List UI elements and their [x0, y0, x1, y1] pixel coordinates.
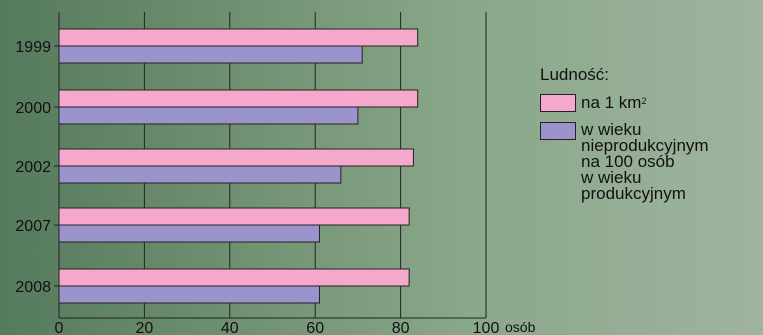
x-tick-label-100: 100 — [473, 320, 500, 335]
bar-2008-series2 — [58, 285, 320, 304]
x-tick-label-40: 40 — [221, 320, 239, 335]
bar-2007-series2 — [58, 224, 320, 243]
y-tick-label-1999: 1999 — [15, 39, 51, 56]
y-tick-label-2002: 2002 — [15, 159, 51, 176]
legend-label-dependency: w wieku nieprodukcyjnym na 100 osób w wi… — [581, 120, 709, 203]
bar-2007-series1 — [58, 207, 410, 226]
bar-2000-series1 — [58, 89, 419, 108]
bar-2008-series1 — [58, 268, 410, 287]
legend-title: Ludność: — [540, 65, 609, 84]
bar-2002-series1 — [58, 148, 414, 167]
y-tick-label-2000: 2000 — [15, 100, 51, 117]
y-tick-label-2008: 2008 — [15, 279, 51, 296]
x-tick-label-80: 80 — [392, 320, 410, 335]
bar-2000-series2 — [58, 106, 359, 125]
y-tick-label-2007: 2007 — [15, 218, 51, 235]
x-unit-label: osób — [505, 319, 536, 335]
x-tick-label-20: 20 — [136, 320, 154, 335]
bar-1999-series1 — [58, 28, 419, 47]
legend-item-dependency: w wieku nieprodukcyjnym na 100 osób w wi… — [540, 120, 741, 203]
legend-item-density: na 1 km2 — [540, 94, 741, 112]
legend-swatch-dependency — [540, 122, 576, 140]
legend: Ludność: na 1 km2 w wieku nieprodukcyjny… — [540, 66, 741, 212]
legend-label-density: na 1 km2 — [581, 93, 647, 112]
legend-swatch-density — [540, 94, 576, 112]
x-tick-label-60: 60 — [306, 320, 324, 335]
bar-1999-series2 — [58, 45, 363, 64]
x-tick-label-0: 0 — [55, 320, 64, 335]
bar-2002-series2 — [58, 165, 342, 184]
